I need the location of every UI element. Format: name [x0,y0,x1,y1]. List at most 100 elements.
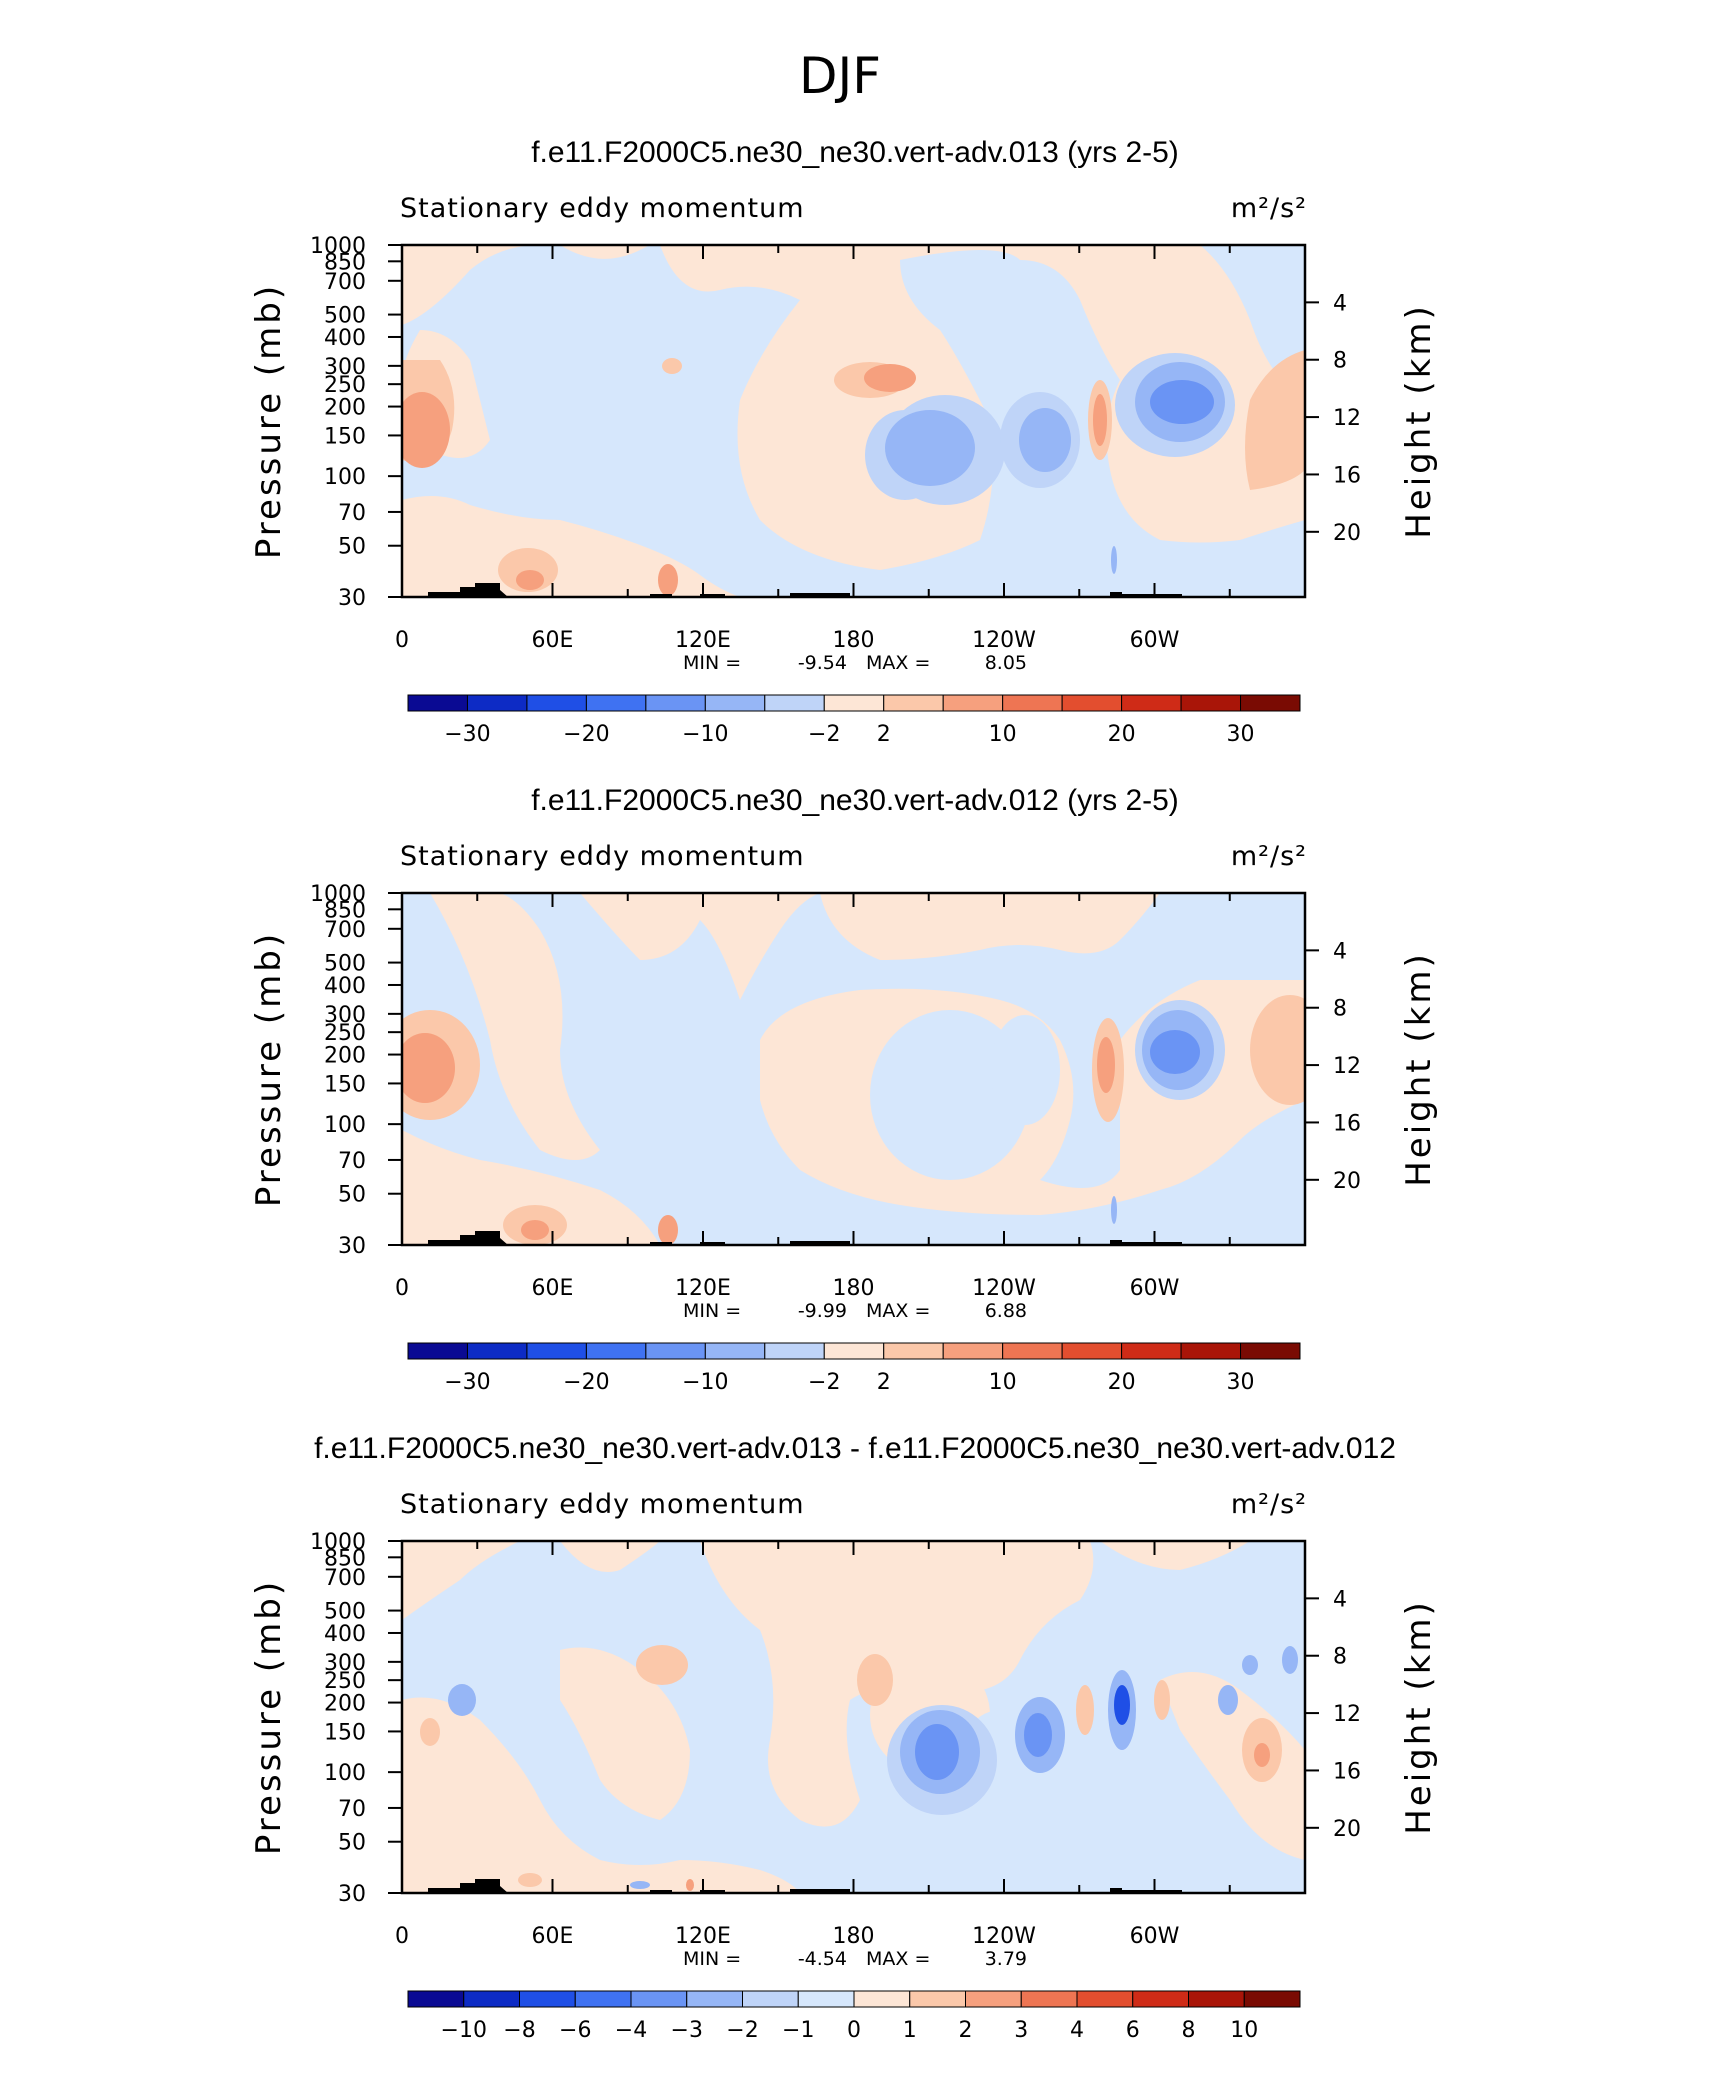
colorbar-tick-label: 10 [1230,2018,1258,2043]
y-right-axis-label: Height (km) [1399,1599,1439,1835]
colorbar-tick-label: 0 [847,2018,861,2043]
colorbar-tick-label: −1 [782,2018,814,2043]
y-tick-label: 850 [324,898,366,923]
y-tick-label: 150 [324,1720,366,1745]
colorbar-tick-label: −2 [808,1370,840,1395]
colorbar-swatch [1180,1342,1242,1360]
field-label: Stationary eddy momentum [400,1489,805,1520]
contour-field [402,893,1305,1245]
colorbar-swatch [466,1342,528,1360]
y-tick-label: 250 [324,373,366,398]
colorbar-swatch [574,1990,632,2008]
y-right-tick-label: 16 [1333,463,1361,488]
x-tick-label: 0 [395,628,409,653]
y-tick-label: 200 [324,1692,366,1717]
x-tick-label: 180 [833,1924,875,1949]
colorbar-swatch [645,694,706,712]
colorbar-swatch [466,694,528,712]
y-right-tick-label: 20 [1333,1817,1361,1842]
y-tick-label: 850 [324,250,366,275]
panel-3: f.e11.F2000C5.ne30_ne30.vert-adv.013 - f… [314,1432,1396,1895]
y-tick-label: 250 [324,1669,366,1694]
y-tick-label: 100 [324,465,366,490]
colorbar-tick-label: 30 [1227,722,1255,747]
y-right-tick-label: 8 [1333,997,1347,1022]
panel-1: f.e11.F2000C5.ne30_ne30.vert-adv.013 (yr… [400,136,1307,599]
x-tick-label: 120E [675,1276,731,1301]
colorbar-tick-label: 3 [1014,2018,1028,2043]
min-label: MIN = [683,652,741,674]
y-tick-label: 300 [324,1003,366,1028]
contour-field [402,1541,1305,1893]
colorbar-swatch [407,1342,468,1360]
y-tick-label: 500 [324,952,366,977]
colorbar-swatch [1121,1342,1182,1360]
x-tick-label: 60E [532,1924,574,1949]
colorbar-tick-label: −4 [615,2018,647,2043]
panel-2: f.e11.F2000C5.ne30_ne30.vert-adv.012 (yr… [400,784,1307,1247]
colorbar-swatch [797,1990,855,2008]
x-tick-label: 60E [532,1276,574,1301]
colorbar-tick-label: −10 [441,2018,487,2043]
colorbar-swatch [585,694,647,712]
y-tick-label: 150 [324,424,366,449]
colorbar-tick-label: 20 [1108,722,1136,747]
colorbar-tick-label: −20 [563,722,609,747]
colorbar-swatch [407,1990,465,2008]
colorbar-tick-label: 6 [1126,2018,1140,2043]
colorbar-tick-label: 2 [877,722,891,747]
colorbar-swatch [526,694,587,712]
colorbar-swatch [1002,1342,1063,1360]
x-tick-label: 120E [675,628,731,653]
colorbar-swatch [1240,694,1301,712]
colorbar-swatch [463,1990,520,2008]
axes-and-colorbars: 0 60E 120E 180 120W 60W3050701001502002503004… [249,234,1439,2043]
y-tick-label: 400 [324,1622,366,1647]
colorbar-swatch [585,1342,647,1360]
colorbar-tick-label: 2 [959,2018,973,2043]
colorbar-swatch [630,1990,688,2008]
y-tick-label: 1000 [310,1530,366,1555]
colorbar-tick-label: −3 [671,2018,703,2043]
colorbar-tick-label: −10 [682,722,728,747]
x-tick-label: 120W [972,1276,1036,1301]
max-label: MAX = [866,1300,930,1322]
colorbar-swatch [909,1990,966,2008]
y-tick-label: 50 [338,1831,366,1856]
min-value: -9.99 [798,1300,847,1322]
y-tick-label: 30 [338,586,366,611]
colorbar-swatch [1188,1990,1245,2008]
y-right-tick-label: 20 [1333,521,1361,546]
x-tick-label: 180 [833,628,875,653]
y-tick-label: 300 [324,1651,366,1676]
colorbar-swatch [686,1990,743,2008]
max-value: 3.79 [985,1948,1027,1970]
colorbar-tick-label: −2 [726,2018,758,2043]
y-tick-label: 100 [324,1761,366,1786]
x-tick-label: 60W [1130,1276,1180,1301]
y-axis-label: Pressure (mb) [249,283,289,559]
colorbar-tick-label: 8 [1182,2018,1196,2043]
y-right-tick-label: 12 [1333,1702,1361,1727]
x-tick-label: 0 [395,1276,409,1301]
x-tick-label: 60W [1130,628,1180,653]
super-title: DJF [799,47,881,105]
x-tick-label: 60E [532,628,574,653]
colorbar-swatch [853,1990,911,2008]
y-right-tick-label: 12 [1333,406,1361,431]
y-tick-label: 70 [338,1797,366,1822]
colorbar-tick-label: −6 [559,2018,591,2043]
min-value: -9.54 [798,652,847,674]
colorbar-swatch [1121,694,1182,712]
y-right-tick-label: 4 [1333,1587,1347,1612]
colorbar-swatch [1002,694,1063,712]
y-tick-label: 700 [324,270,366,295]
y-tick-label: 1000 [310,234,366,259]
y-right-tick-label: 8 [1333,349,1347,374]
colorbar-swatch [1061,1342,1123,1360]
y-right-tick-label: 16 [1333,1759,1361,1784]
colorbar-swatch [1076,1990,1134,2008]
colorbar-swatch [883,694,944,712]
colorbar-swatch [407,694,468,712]
colorbar-tick-label: −2 [808,722,840,747]
